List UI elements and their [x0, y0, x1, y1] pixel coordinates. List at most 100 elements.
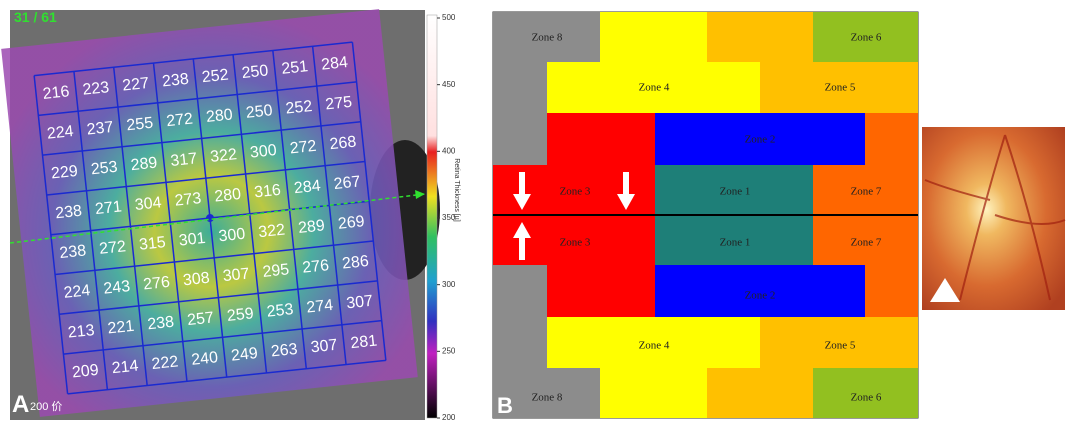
thickness-value: 267 — [333, 173, 361, 193]
thickness-value: 289 — [297, 217, 325, 237]
thickness-value: 301 — [178, 230, 206, 250]
thickness-value: 284 — [320, 54, 348, 74]
thickness-value: 223 — [82, 79, 110, 99]
zone-label: Zone 5 — [825, 340, 856, 352]
zone-label: Zone 3 — [560, 186, 591, 198]
thickness-value: 243 — [103, 278, 131, 298]
thickness-value: 272 — [98, 238, 126, 258]
thickness-value: 250 — [241, 62, 269, 82]
thickness-value: 209 — [71, 362, 99, 382]
figure: 216 223 227 238 252 250 251 284 224 237 255 272 280 2… — [0, 0, 1069, 422]
thickness-value: 224 — [63, 282, 91, 302]
thickness-value: 304 — [134, 194, 162, 214]
thickness-value: 257 — [186, 309, 214, 329]
thickness-value: 300 — [249, 142, 277, 162]
panel-c — [922, 127, 1065, 310]
thickness-value: 289 — [130, 154, 158, 174]
thickness-value: 263 — [270, 341, 298, 361]
thickness-value: 322 — [258, 221, 286, 241]
thickness-value: 317 — [170, 150, 198, 170]
thickness-value: 275 — [325, 94, 353, 114]
thickness-value: 213 — [67, 322, 95, 342]
panel-label: A — [12, 391, 29, 418]
thickness-value: 229 — [50, 163, 78, 183]
thickness-value: 237 — [86, 119, 114, 139]
colorbar — [427, 15, 437, 418]
thickness-value: 274 — [306, 297, 334, 317]
zone — [493, 62, 547, 165]
thickness-value: 284 — [293, 178, 321, 198]
thickness-value: 272 — [289, 138, 317, 158]
thickness-value: 322 — [209, 146, 237, 166]
zone — [493, 265, 547, 368]
thickness-value: 269 — [337, 213, 365, 233]
zone — [865, 265, 918, 317]
zone-label: Zone 6 — [851, 32, 882, 44]
thickness-value: 216 — [42, 83, 70, 103]
colorbar-label: Retina Thickness [µ] — [453, 158, 460, 221]
panel-a: 216 223 227 238 252 250 251 284 224 237 255 272 280 2… — [1, 9, 460, 422]
colorbar-tick-label: 450 — [442, 80, 456, 89]
thickness-value: 221 — [107, 318, 135, 338]
thickness-value: 250 — [245, 102, 273, 122]
thickness-value: 286 — [341, 253, 369, 273]
thickness-value: 259 — [226, 305, 254, 325]
zone-label: Zone 7 — [851, 237, 882, 249]
thickness-value: 276 — [142, 274, 170, 294]
thickness-value: 238 — [54, 203, 82, 223]
thickness-value: 222 — [151, 353, 179, 373]
thickness-value: 307 — [222, 265, 250, 285]
zone-label: Zone 7 — [851, 186, 882, 198]
counter: 31 / 61 — [14, 9, 57, 25]
thickness-value: 280 — [205, 106, 233, 126]
zone — [865, 113, 918, 165]
colorbar-tick-label: 250 — [442, 346, 456, 355]
thickness-value: 308 — [182, 270, 210, 290]
thickness-value: 271 — [94, 198, 122, 218]
thickness-value: 251 — [281, 58, 309, 78]
zone — [707, 12, 813, 62]
thickness-value: 240 — [191, 349, 219, 369]
thickness-value: 273 — [174, 190, 202, 210]
thickness-value: 307 — [345, 293, 373, 313]
thickness-value: 272 — [165, 110, 193, 130]
thickness-value: 227 — [121, 75, 149, 95]
zone-label: Zone 4 — [639, 82, 670, 94]
colorbar-tick-label: 200 — [442, 413, 456, 422]
thickness-value: 295 — [262, 261, 290, 281]
thickness-value: 280 — [214, 186, 242, 206]
thickness-value: 276 — [302, 257, 330, 277]
zone-label: Zone 2 — [745, 134, 776, 146]
thickness-value: 281 — [350, 332, 378, 352]
thickness-value: 300 — [218, 226, 246, 246]
thickness-value: 249 — [230, 345, 258, 365]
scale-label: 200 价 — [30, 400, 62, 413]
thickness-value: 238 — [59, 242, 87, 262]
zone-label: Zone 8 — [532, 392, 563, 404]
zone — [547, 215, 655, 317]
zone-label: Zone 1 — [720, 186, 751, 198]
thickness-value: 238 — [147, 314, 175, 334]
zone-label: Zone 8 — [532, 32, 563, 44]
thickness-value: 238 — [161, 71, 189, 91]
thickness-value: 255 — [126, 115, 154, 135]
thickness-value: 315 — [138, 234, 166, 254]
thickness-value: 252 — [285, 98, 313, 118]
zone — [600, 12, 707, 62]
colorbar-tick-label: 500 — [442, 13, 456, 22]
thickness-value: 268 — [329, 134, 357, 154]
zone-label: Zone 3 — [560, 237, 591, 249]
zone-label: Zone 5 — [825, 82, 856, 94]
thickness-value: 307 — [310, 337, 338, 357]
zone — [600, 368, 707, 418]
thickness-value: 214 — [111, 358, 139, 378]
zone-label: Zone 4 — [639, 340, 670, 352]
zone-label: Zone 2 — [745, 290, 776, 302]
panel-label: B — [497, 393, 513, 418]
thickness-value: 316 — [253, 182, 281, 202]
thickness-value: 252 — [201, 67, 229, 87]
panel-b: Zone 8 Zone 6 Zone 4 Zone 5 Zone 2 Zone 3 Zone… — [493, 12, 918, 418]
thickness-value: 224 — [46, 123, 74, 143]
zone — [547, 113, 655, 215]
thickness-value: 253 — [266, 301, 294, 321]
